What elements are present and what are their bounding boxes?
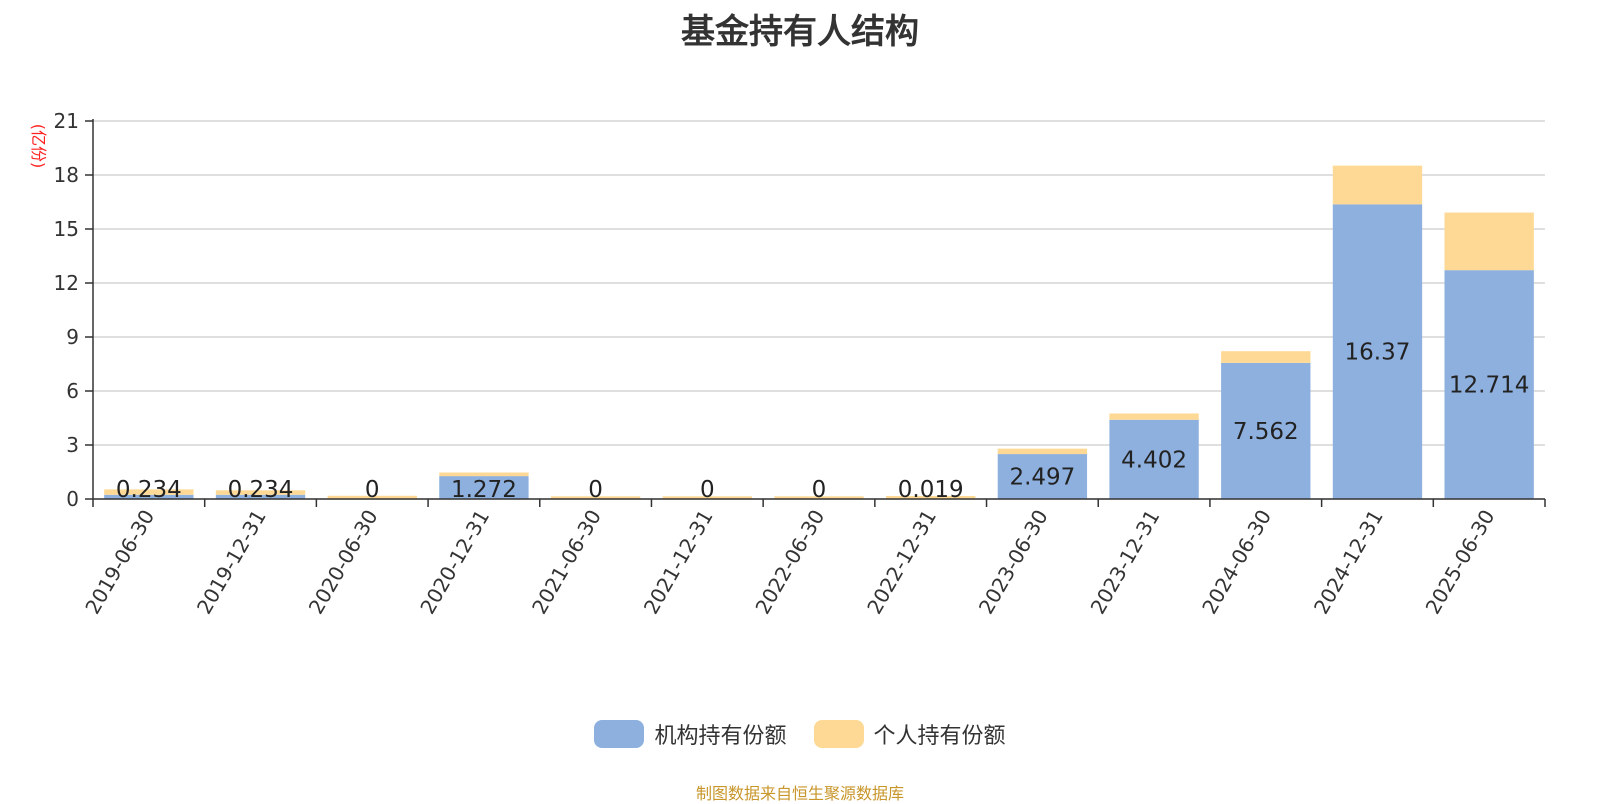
data-label: 0: [700, 477, 715, 503]
y-tick-labels: 0 3 6 9 12 15 18 21: [54, 109, 79, 511]
x-tick-label: 2023-12-31: [1086, 506, 1165, 619]
data-label: 7.562: [1233, 419, 1299, 445]
bar-individual[interactable]: [439, 473, 528, 477]
x-tick-label: 2025-06-30: [1421, 506, 1500, 619]
x-tick-label: 2022-12-31: [862, 506, 941, 619]
legend-label-individual: 个人持有份额: [874, 718, 1006, 750]
bar-individual[interactable]: [1109, 413, 1198, 419]
axes: [93, 119, 1545, 507]
legend-swatch-individual: [814, 720, 864, 748]
x-tick-label: 2024-06-30: [1197, 506, 1276, 619]
data-label: 12.714: [1449, 373, 1529, 399]
data-label: 0.234: [116, 477, 182, 503]
data-label: 1.272: [451, 477, 517, 503]
bar-individual[interactable]: [1221, 351, 1310, 363]
data-label: 0.234: [228, 477, 294, 503]
y-tick-label: 9: [66, 325, 79, 349]
y-tick-label: 18: [54, 163, 79, 187]
data-label: 0: [812, 477, 827, 503]
x-tick-label: 2020-06-30: [304, 506, 383, 619]
legend-swatch-institutional: [594, 720, 644, 748]
x-tick-label: 2019-06-30: [80, 506, 159, 619]
data-label: 0.019: [898, 477, 964, 503]
y-tick-label: 21: [54, 109, 79, 133]
data-label: 0: [588, 477, 603, 503]
bar-individual[interactable]: [998, 449, 1087, 454]
legend-item-institutional[interactable]: 机构持有份额: [594, 718, 786, 750]
x-tick-label: 2022-06-30: [750, 506, 829, 619]
y-axis-unit-label: (亿份): [29, 124, 48, 169]
bar-individual[interactable]: [1333, 166, 1422, 205]
bars: [104, 166, 1534, 499]
x-tick-label: 2021-06-30: [527, 506, 606, 619]
y-tick-label: 6: [66, 379, 79, 403]
data-label: 4.402: [1121, 447, 1187, 473]
y-tick-label: 3: [66, 433, 79, 457]
data-label: 0: [365, 477, 380, 503]
x-tick-label: 2024-12-31: [1309, 506, 1388, 619]
x-tick-label: 2020-12-31: [415, 506, 494, 619]
legend-item-individual[interactable]: 个人持有份额: [814, 718, 1006, 750]
data-source-note: 制图数据来自恒生聚源数据库: [0, 780, 1600, 804]
data-label: 16.37: [1345, 340, 1411, 366]
legend: 机构持有份额 个人持有份额: [0, 718, 1600, 754]
bar-individual[interactable]: [1444, 213, 1533, 271]
y-tick-label: 0: [66, 487, 79, 511]
grid-lines: [85, 121, 1545, 499]
y-tick-label: 15: [54, 217, 79, 241]
y-tick-label: 12: [54, 271, 79, 295]
x-tick-label: 2019-12-31: [192, 506, 271, 619]
data-label: 2.497: [1009, 465, 1075, 491]
x-tick-label: 2023-06-30: [974, 506, 1053, 619]
x-tick-label: 2021-12-31: [639, 506, 718, 619]
legend-label-institutional: 机构持有份额: [654, 718, 786, 750]
x-tick-labels: 2019-06-30 2019-12-31 2020-06-30 2020-12-31…: [80, 506, 1499, 619]
data-labels: 0.234 0.234 0 1.272 0 0 0 0.019 2.497 4.402 7.562 1…: [116, 340, 1529, 503]
